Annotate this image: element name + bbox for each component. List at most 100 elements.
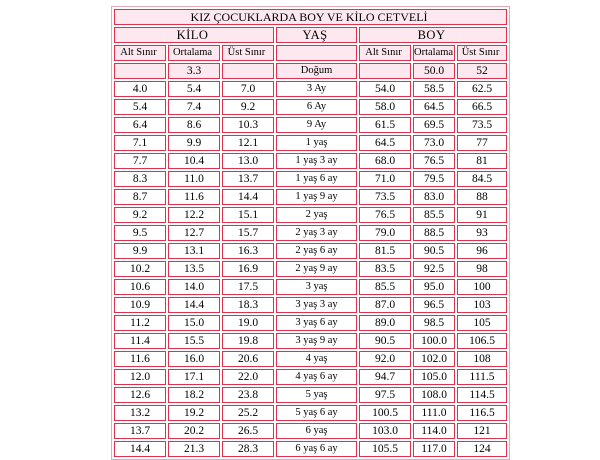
kilo-ortalama-header: Ortalama xyxy=(168,45,220,61)
boy-ust-sinir-cell: 108 xyxy=(457,351,508,367)
boy-ortalama-cell: 90.5 xyxy=(413,243,455,259)
boy-alt-sinir-cell: 54.0 xyxy=(359,81,411,97)
kilo-alt-sinir-cell: 10.6 xyxy=(114,279,166,295)
table-title: KIZ ÇOCUKLARDA BOY VE KİLO CETVELİ xyxy=(114,9,508,25)
kilo-alt-sinir-cell: 11.6 xyxy=(114,351,166,367)
yas-cell: 3 Ay xyxy=(276,81,357,97)
table-row: 12.6 18.2 23.8 5 yaş 97.5 108.0 114.5 xyxy=(114,387,508,403)
yas-cell: 1 yaş xyxy=(276,135,357,151)
boy-ortalama-cell: 114.0 xyxy=(413,423,455,439)
boy-alt-sinir-cell: 76.5 xyxy=(359,207,411,223)
kilo-alt-sinir-cell: 7.1 xyxy=(114,135,166,151)
kilo-alt-sinir-cell: 13.7 xyxy=(114,423,166,439)
table-row: 10.9 14.4 18.3 3 yaş 3 ay 87.0 96.5 103 xyxy=(114,297,508,313)
yas-cell: 9 Ay xyxy=(276,117,357,133)
kilo-ortalama-cell: 18.2 xyxy=(168,387,220,403)
kilo-alt-sinir-cell: 4.0 xyxy=(114,81,166,97)
table-row: 3.3 Doğum 50.0 52 xyxy=(114,63,508,79)
boy-ust-sinir-cell: 66.5 xyxy=(457,99,508,115)
yas-cell: 1 yaş 9 ay xyxy=(276,189,357,205)
boy-ortalama-cell: 111.0 xyxy=(413,405,455,421)
kilo-ust-sinir-cell: 28.3 xyxy=(222,441,274,457)
kilo-ortalama-cell: 13.5 xyxy=(168,261,220,277)
kilo-ust-sinir-cell xyxy=(222,63,274,79)
kilo-ortalama-cell: 17.1 xyxy=(168,369,220,385)
boy-ust-sinir-cell: 116.5 xyxy=(457,405,508,421)
boy-ortalama-cell: 88.5 xyxy=(413,225,455,241)
boy-ust-sinir-cell: 111.5 xyxy=(457,369,508,385)
boy-ust-sinir-cell: 100 xyxy=(457,279,508,295)
table-row: 8.7 11.6 14.4 1 yaş 9 ay 73.5 83.0 88 xyxy=(114,189,508,205)
kilo-ortalama-cell: 13.1 xyxy=(168,243,220,259)
kilo-ortalama-cell: 20.2 xyxy=(168,423,220,439)
boy-ortalama-cell: 117.0 xyxy=(413,441,455,457)
boy-ust-sinir-cell: 62.5 xyxy=(457,81,508,97)
boy-alt-sinir-cell: 58.0 xyxy=(359,99,411,115)
boy-alt-sinir-cell: 85.5 xyxy=(359,279,411,295)
kilo-ortalama-cell: 5.4 xyxy=(168,81,220,97)
yas-cell: 3 yaş 9 ay xyxy=(276,333,357,349)
kilo-ortalama-cell: 19.2 xyxy=(168,405,220,421)
boy-alt-sinir-cell: 94.7 xyxy=(359,369,411,385)
kilo-alt-sinir-cell: 9.5 xyxy=(114,225,166,241)
kilo-ortalama-cell: 21.3 xyxy=(168,441,220,457)
boy-ortalama-cell: 98.5 xyxy=(413,315,455,331)
table-row: 9.9 13.1 16.3 2 yaş 6 ay 81.5 90.5 96 xyxy=(114,243,508,259)
kilo-ust-sinir-cell: 19.8 xyxy=(222,333,274,349)
boy-ust-sinir-cell: 103 xyxy=(457,297,508,313)
kilo-ortalama-cell: 3.3 xyxy=(168,63,220,79)
boy-ust-sinir-cell: 121 xyxy=(457,423,508,439)
yas-cell: 1 yaş 6 ay xyxy=(276,171,357,187)
kilo-ortalama-cell: 12.2 xyxy=(168,207,220,223)
kilo-ortalama-cell: 15.5 xyxy=(168,333,220,349)
boy-ortalama-cell: 83.0 xyxy=(413,189,455,205)
kilo-ust-sinir-cell: 19.0 xyxy=(222,315,274,331)
boy-ortalama-cell: 69.5 xyxy=(413,117,455,133)
table-row: 12.0 17.1 22.0 4 yaş 6 ay 94.7 105.0 111.5 xyxy=(114,369,508,385)
table-row: 14.4 21.3 28.3 6 yaş 6 ay 105.5 117.0 124 xyxy=(114,441,508,457)
boy-alt-sinir-cell: 103.0 xyxy=(359,423,411,439)
kilo-ust-sinir-cell: 15.1 xyxy=(222,207,274,223)
kilo-ust-sinir-cell: 16.9 xyxy=(222,261,274,277)
kilo-ust-sinir-cell: 9.2 xyxy=(222,99,274,115)
boy-ortalama-cell: 85.5 xyxy=(413,207,455,223)
boy-alt-sinir-cell: 81.5 xyxy=(359,243,411,259)
boy-ortalama-cell: 102.0 xyxy=(413,351,455,367)
boy-alt-sinir-cell: 89.0 xyxy=(359,315,411,331)
growth-chart-table: KIZ ÇOCUKLARDA BOY VE KİLO CETVELİ KİLO … xyxy=(111,6,511,460)
yas-subheader-blank xyxy=(276,45,357,61)
kilo-alt-sinir-header: Alt Sınır xyxy=(114,45,166,61)
boy-alt-sinir-cell: 92.0 xyxy=(359,351,411,367)
title-row: KIZ ÇOCUKLARDA BOY VE KİLO CETVELİ xyxy=(114,9,508,25)
boy-ust-sinir-cell: 124 xyxy=(457,441,508,457)
boy-alt-sinir-cell: 83.5 xyxy=(359,261,411,277)
boy-ortalama-cell: 79.5 xyxy=(413,171,455,187)
boy-ust-sinir-cell: 81 xyxy=(457,153,508,169)
boy-alt-sinir-cell: 61.5 xyxy=(359,117,411,133)
yas-cell: 2 yaş 6 ay xyxy=(276,243,357,259)
boy-ust-sinir-cell: 77 xyxy=(457,135,508,151)
yas-cell: 6 Ay xyxy=(276,99,357,115)
kilo-ortalama-cell: 14.0 xyxy=(168,279,220,295)
kilo-alt-sinir-cell: 13.2 xyxy=(114,405,166,421)
kilo-ust-sinir-cell: 14.4 xyxy=(222,189,274,205)
boy-ortalama-cell: 58.5 xyxy=(413,81,455,97)
kilo-ortalama-cell: 10.4 xyxy=(168,153,220,169)
kilo-alt-sinir-cell xyxy=(114,63,166,79)
kilo-ust-sinir-cell: 12.1 xyxy=(222,135,274,151)
table-row: 4.0 5.4 7.0 3 Ay 54.0 58.5 62.5 xyxy=(114,81,508,97)
kilo-ust-sinir-cell: 17.5 xyxy=(222,279,274,295)
yas-cell: 5 yaş 6 ay xyxy=(276,405,357,421)
kilo-ortalama-cell: 7.4 xyxy=(168,99,220,115)
boy-alt-sinir-cell: 71.0 xyxy=(359,171,411,187)
kilo-ust-sinir-cell: 23.8 xyxy=(222,387,274,403)
kilo-alt-sinir-cell: 14.4 xyxy=(114,441,166,457)
boy-alt-sinir-cell xyxy=(359,63,411,79)
kilo-ortalama-cell: 15.0 xyxy=(168,315,220,331)
boy-alt-sinir-cell: 79.0 xyxy=(359,225,411,241)
yas-cell: 2 yaş xyxy=(276,207,357,223)
boy-ortalama-cell: 105.0 xyxy=(413,369,455,385)
table-row: 8.3 11.0 13.7 1 yaş 6 ay 71.0 79.5 84.5 xyxy=(114,171,508,187)
boy-ortalama-cell: 96.5 xyxy=(413,297,455,313)
kilo-alt-sinir-cell: 9.2 xyxy=(114,207,166,223)
